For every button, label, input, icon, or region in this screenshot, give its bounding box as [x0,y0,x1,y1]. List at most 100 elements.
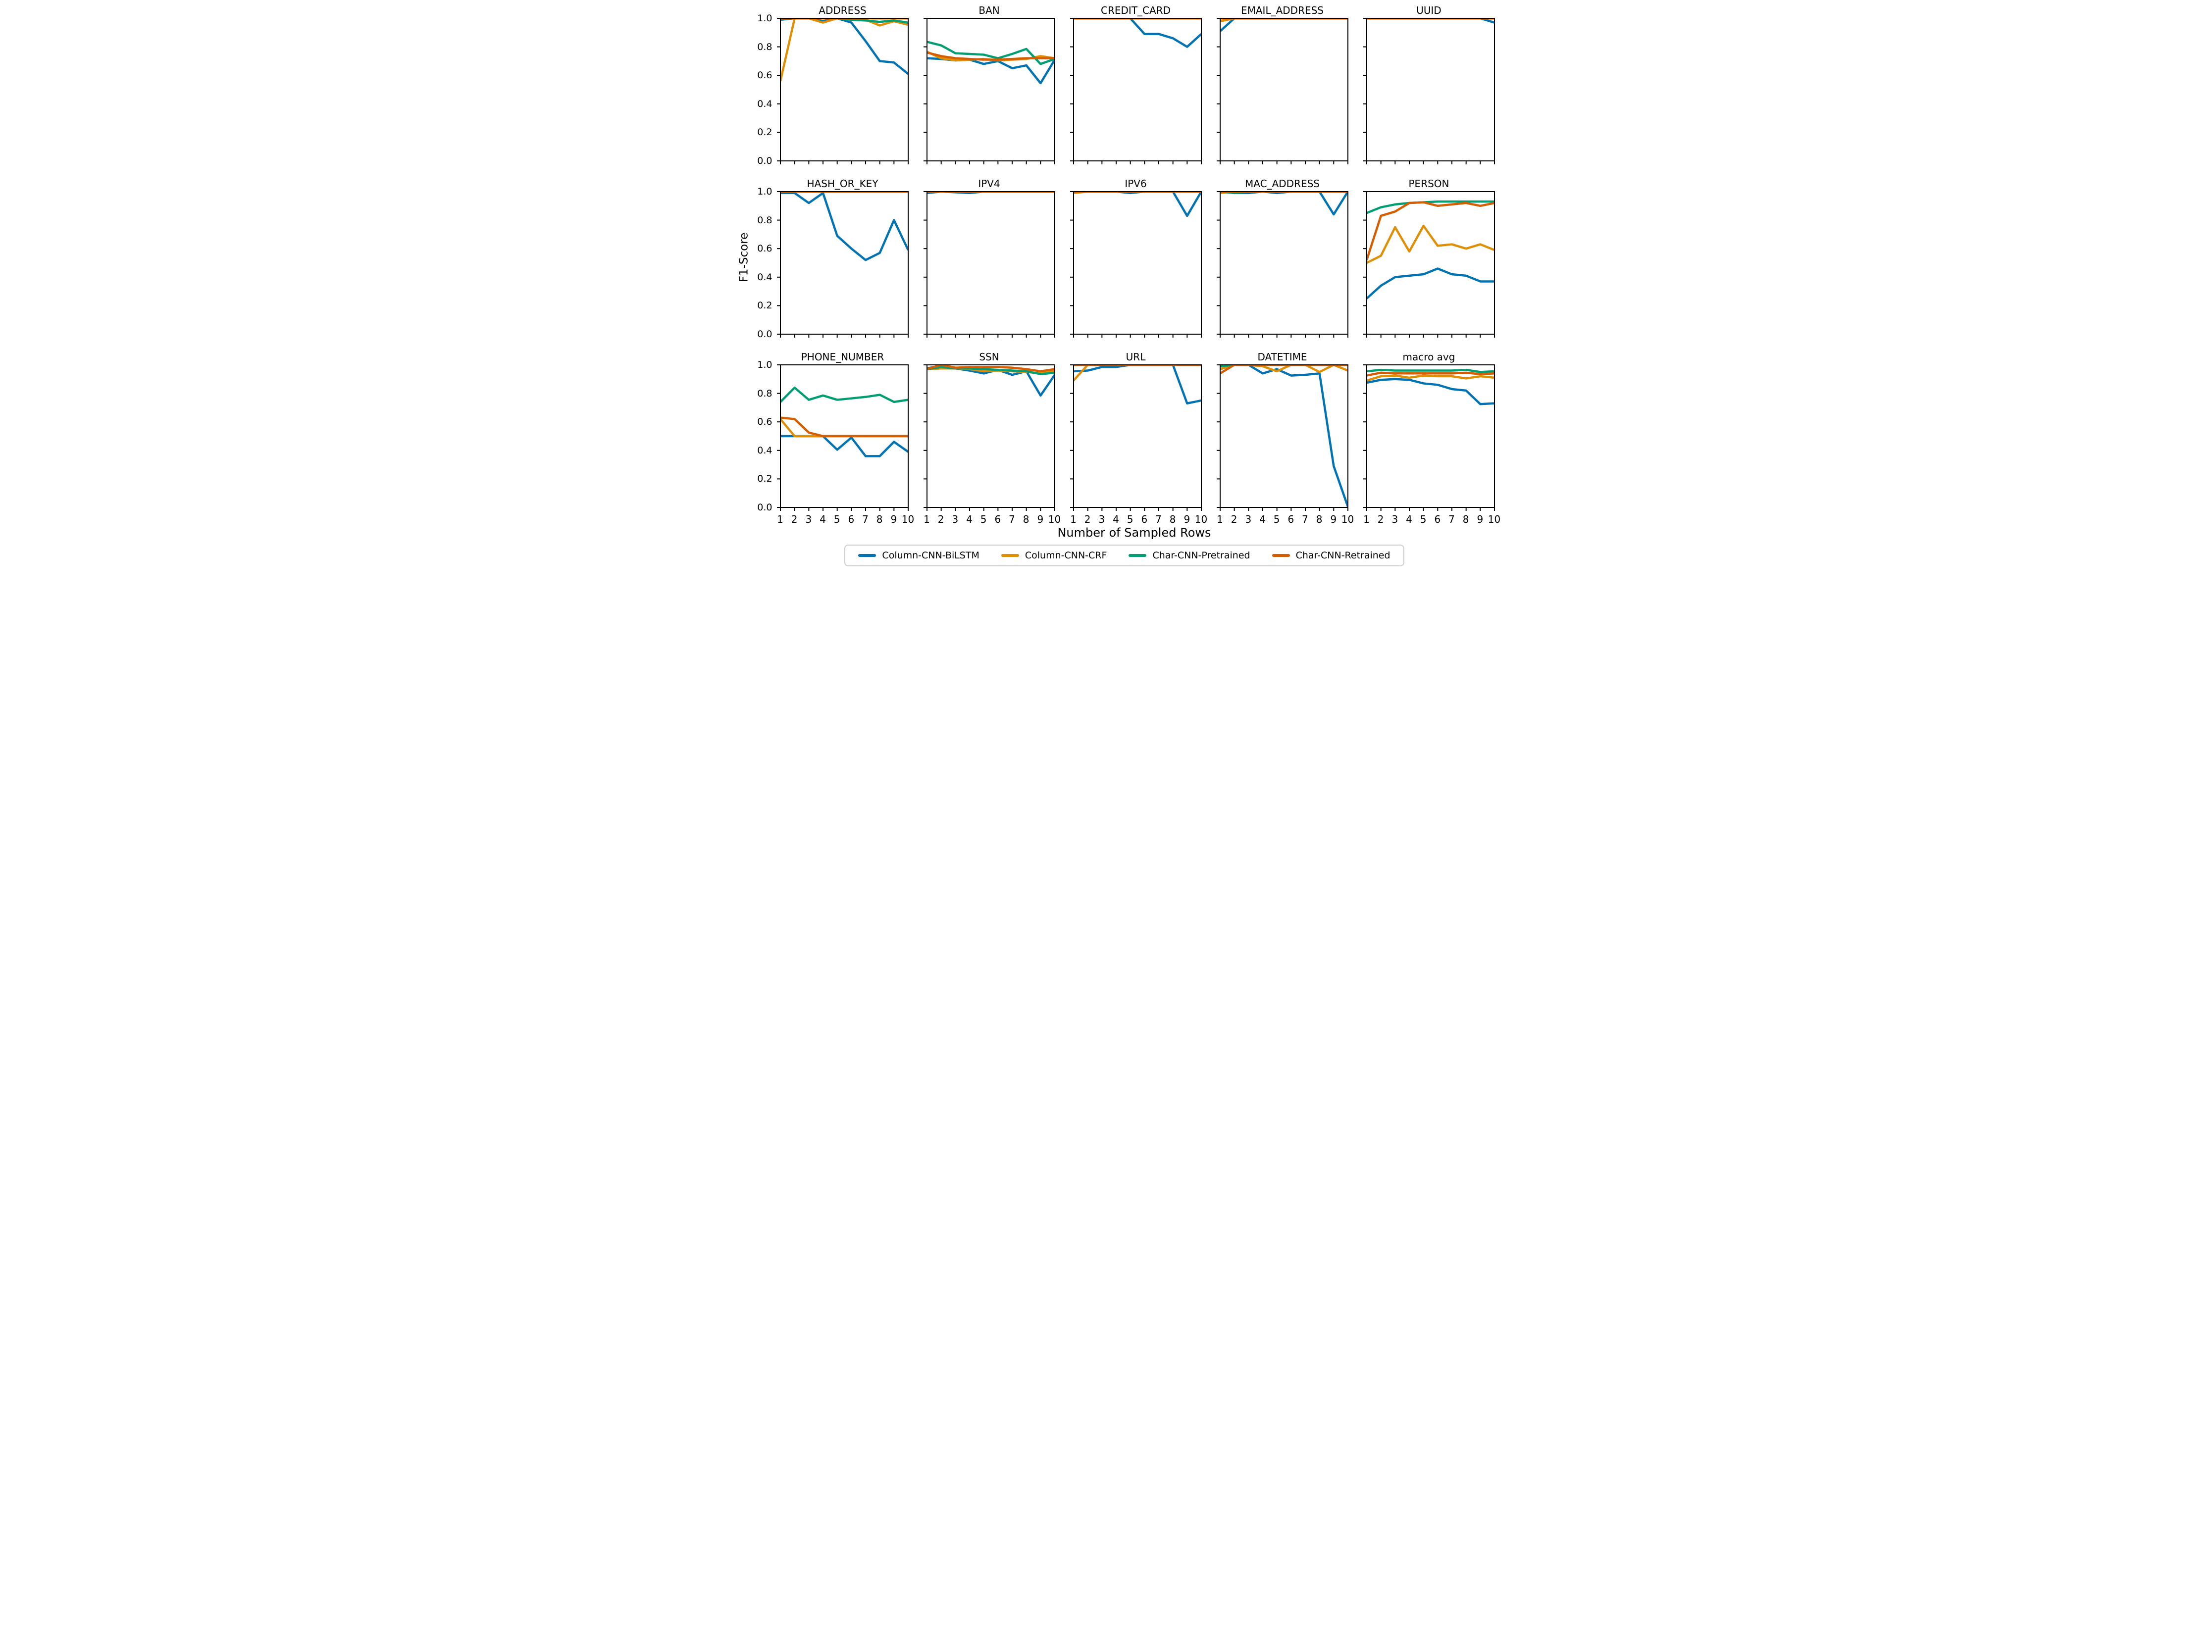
x-tick-label: 10 [901,513,915,525]
x-tick-label: 6 [848,513,855,525]
series-line-char-cnn-pretrained [780,386,908,403]
subplot-title: EMAIL_ADDRESS [1240,4,1324,16]
x-tick-label: 2 [1377,513,1384,525]
x-tick-label: 5 [1127,513,1133,525]
plot-area [923,364,1055,511]
y-tick-label: 1.0 [757,186,772,197]
legend-swatch [1001,554,1019,557]
y-axis-label: F1-Score [737,232,751,283]
tick-marks [1363,191,1495,338]
series-line-char-cnn-retrained [1366,201,1494,260]
x-tick-label: 3 [805,513,812,525]
y-tick-label: 1.0 [757,13,772,24]
y-tick-label: 0.2 [757,473,772,485]
axes-spines [1073,18,1202,161]
subplot-title: DATETIME [1257,351,1307,363]
legend-item-column-cnn-crf: Column-CNN-CRF [1001,550,1107,561]
tick-marks [923,18,1055,164]
x-tick-label: 10 [1488,513,1501,525]
axes-spines [1073,364,1202,508]
series-line-column-cnn-bilstm [780,435,908,457]
series-line-column-cnn-bilstm [1073,18,1201,48]
subplot-ipv4: IPV4 [922,177,1057,339]
subplot-grid: ADDRESS 1.0 0.8 0.6 0.4 0.2 0.0 BAN CREDIT_CARD E… [753,4,1500,525]
legend-label: Char-CNN-Retrained [1295,550,1390,561]
x-tick-label: 10 [1341,513,1354,525]
subplot-ban: BAN [922,4,1057,165]
legend-item-column-cnn-bilstm: Column-CNN-BiLSTM [858,550,979,561]
chart-row-1: ADDRESS 1.0 0.8 0.6 0.4 0.2 0.0 BAN CREDIT_CARD E… [753,4,1496,166]
legend-swatch [1129,554,1147,557]
subplot-ipv6: IPV6 [1069,177,1203,339]
x-tick-label: 8 [876,513,883,525]
legend-swatch [1272,554,1290,557]
axes-spines [926,18,1055,161]
y-tick-label: 0.8 [757,388,772,399]
x-tick-label: 4 [966,513,973,525]
plot-area [1216,191,1348,338]
subplot-macro-avg: macro avg 1 2 3 4 5 6 7 8 9 10 [1362,350,1500,525]
x-tick-label: 5 [1273,513,1280,525]
x-tick-label: 3 [1098,513,1105,525]
y-tick-label: 0.4 [757,98,772,109]
y-tick-label: 1.0 [757,359,772,370]
y-tick-label: 0.0 [757,329,772,340]
x-tick-label: 4 [820,513,826,525]
plot-area [1216,18,1348,164]
tick-marks [1216,364,1348,511]
x-tick-labels: 1 2 3 4 5 6 7 8 9 10 [775,512,914,525]
subplot-title: BAN [978,4,1000,16]
subplot-title: PERSON [1408,178,1449,190]
x-tick-label: 5 [980,513,987,525]
axes-spines [1219,18,1348,161]
subplot-address: ADDRESS 1.0 0.8 0.6 0.4 0.2 0.0 [753,4,910,166]
subplot-email-address: EMAIL_ADDRESS [1215,4,1350,165]
legend-item-char-cnn-retrained: Char-CNN-Retrained [1272,550,1390,561]
x-tick-label: 2 [791,513,798,525]
subplot-title: UUID [1416,4,1441,16]
x-tick-label: 4 [1113,513,1119,525]
subplot-title: PHONE_NUMBER [801,351,884,363]
x-tick-label: 8 [1316,513,1323,525]
y-tick-label: 0.2 [757,300,772,311]
axes-spines [926,364,1055,508]
series-line-char-cnn-retrained [926,51,1055,61]
x-tick-label: 7 [1155,513,1162,525]
y-tick-label: 0.6 [757,416,772,428]
axes-spines [1219,364,1348,508]
subplot-title: SSN [979,351,999,363]
axes-spines [1366,18,1495,161]
plot-area [1363,191,1495,338]
x-tick-labels: 1 2 3 4 5 6 7 8 9 10 [1362,512,1500,525]
axes-spines [1073,191,1202,335]
tick-marks [1216,191,1348,338]
series-line-column-cnn-bilstm [1073,192,1201,217]
subplot-datetime: DATETIME 1 2 3 4 5 6 7 8 9 10 [1215,350,1354,525]
series-line-column-cnn-bilstm [926,57,1055,85]
axes-spines [779,191,909,335]
x-tick-label: 1 [1217,513,1223,525]
x-tick-label: 4 [1259,513,1266,525]
series-line-column-cnn-crf [1366,224,1494,264]
series-line-column-cnn-crf [1073,365,1201,382]
y-tick-label: 0.2 [757,127,772,138]
plot-area [923,191,1055,338]
x-tick-label: 7 [1302,513,1308,525]
plot-area [1363,364,1495,511]
plot-area [776,364,909,511]
charts-grid: ADDRESS 1.0 0.8 0.6 0.4 0.2 0.0 BAN CREDIT_CARD E… [753,4,1500,570]
x-tick-label: 2 [1231,513,1237,525]
x-tick-label: 7 [1009,513,1015,525]
legend-item-char-cnn-pretrained: Char-CNN-Pretrained [1129,550,1250,561]
x-tick-label: 2 [1084,513,1091,525]
y-tick-label: 0.4 [757,445,772,456]
x-tick-label: 2 [937,513,944,525]
plot-area [923,18,1055,164]
x-tick-label: 6 [1287,513,1294,525]
plot-area [1363,18,1495,164]
series-line-column-cnn-bilstm [1366,378,1494,405]
axes-spines [926,191,1055,335]
subplot-title: IPV4 [978,178,1000,190]
y-tick-label: 0.4 [757,271,772,283]
axes-spines [1366,364,1495,508]
